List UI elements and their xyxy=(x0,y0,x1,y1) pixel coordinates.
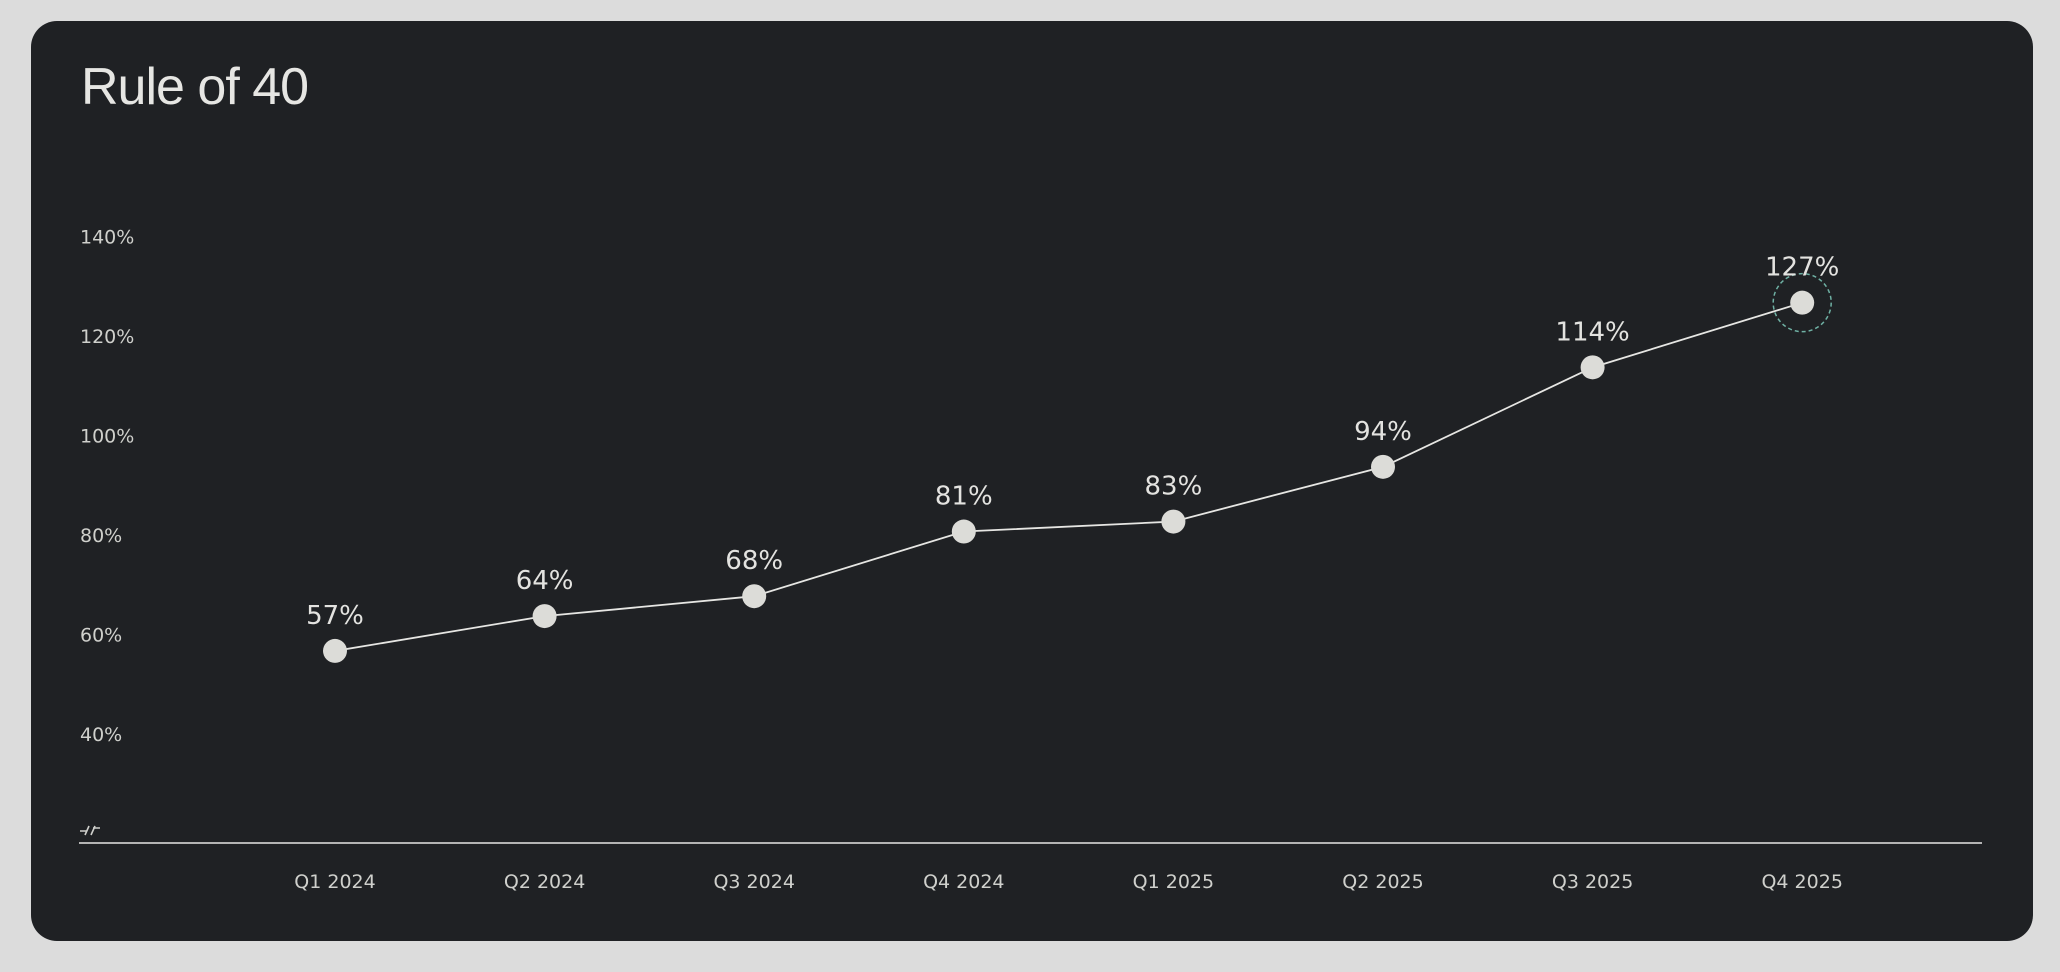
x-tick-label: Q1 2024 xyxy=(294,871,375,893)
data-label: 64% xyxy=(516,566,574,596)
y-tick-label: 100% xyxy=(80,426,134,448)
x-tick-label: Q3 2024 xyxy=(713,871,794,893)
chart-card: Rule of 40 40% 60% 80% 100% 120% 140% Q1 2024 Q… xyxy=(31,21,2033,941)
data-label: 68% xyxy=(725,546,783,576)
data-label: 83% xyxy=(1145,472,1203,502)
data-point xyxy=(323,638,347,663)
y-tick-label: 60% xyxy=(80,625,122,647)
x-tick-label: Q3 2025 xyxy=(1552,871,1633,893)
y-tick-label: 120% xyxy=(80,326,134,348)
highlight-ring xyxy=(1772,272,1832,333)
data-label: 127% xyxy=(1765,253,1839,283)
x-tick-label: Q4 2024 xyxy=(923,871,1004,893)
data-label: 94% xyxy=(1354,417,1412,447)
data-point xyxy=(742,584,767,609)
data-point xyxy=(951,519,976,544)
data-point xyxy=(1580,355,1605,380)
data-point xyxy=(532,604,557,629)
x-tick-label: Q2 2025 xyxy=(1342,871,1423,893)
data-point xyxy=(1161,509,1186,534)
axis-break-marker xyxy=(80,825,100,836)
data-label: 57% xyxy=(306,601,364,631)
series-line xyxy=(334,301,1803,652)
y-tick-label: 140% xyxy=(80,227,134,249)
x-tick-label: Q1 2025 xyxy=(1133,871,1214,893)
data-label: 81% xyxy=(935,482,993,512)
x-tick-label: Q4 2025 xyxy=(1761,871,1842,893)
line-chart: 40% 60% 80% 100% 120% 140% Q1 2024 Q2 2024 Q3 20… xyxy=(79,227,1982,893)
y-tick-label: 40% xyxy=(80,724,122,746)
data-point xyxy=(1790,290,1815,315)
data-point xyxy=(1371,454,1395,479)
chart-title: Rule of 40 xyxy=(81,58,309,116)
data-label: 114% xyxy=(1555,317,1629,347)
y-tick-label: 80% xyxy=(80,525,122,547)
x-tick-label: Q2 2024 xyxy=(504,871,585,893)
